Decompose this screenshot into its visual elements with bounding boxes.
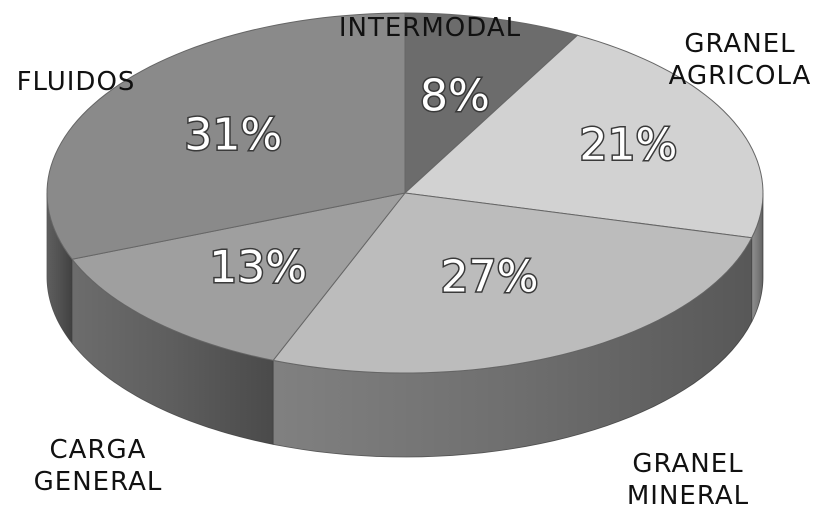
category-label-1-line-0: GRANEL <box>684 29 795 59</box>
pie-side-shade-1 <box>751 193 763 322</box>
pie-slice-3 <box>71 192 407 361</box>
category-label-4-line-0: FLUIDOS <box>17 67 136 97</box>
pie-side-shade-4 <box>47 193 73 344</box>
category-label-3-line-0: CARGA <box>50 435 147 465</box>
pie-top-layer <box>46 12 764 374</box>
value-label-2: 27% <box>441 251 539 302</box>
value-label-0: 8% <box>420 70 490 121</box>
pie-slice-2 <box>272 192 753 374</box>
category-label-layer: INTERMODALGRANELAGRICOLAGRANELMINERALCAR… <box>17 13 812 505</box>
pie-side-shade-2 <box>273 237 752 457</box>
value-label-4: 31% <box>184 109 282 160</box>
pie-slice-4 <box>46 12 406 260</box>
value-label-layer: 8% 21% 27% 13% 31% <box>183 69 679 304</box>
category-label-3-line-1: GENERAL <box>34 467 163 497</box>
value-label-3: 13% <box>209 242 307 293</box>
pie-side-shade-3 <box>72 259 274 445</box>
category-label-2-line-0: GRANEL <box>632 449 743 479</box>
category-label-2-line-1: MINERAL <box>627 481 749 505</box>
pie-side-layer <box>46 192 764 458</box>
category-label-0-line-0: INTERMODAL <box>339 13 521 43</box>
value-label-1: 21% <box>580 119 678 170</box>
pie-slice-0 <box>404 12 579 195</box>
category-label-1-line-1: AGRICOLA <box>669 61 812 91</box>
pie-slice-1 <box>403 34 764 239</box>
